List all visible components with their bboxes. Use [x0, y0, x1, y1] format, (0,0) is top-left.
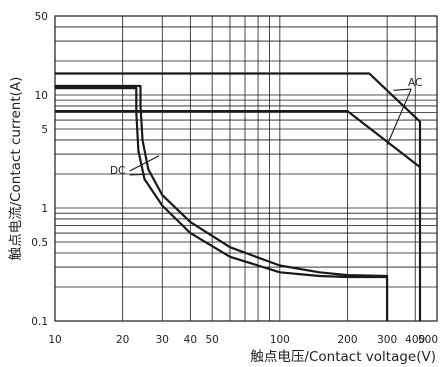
- dc-leader-line: [129, 155, 160, 172]
- x-axis-title: 触点电压/Contact voltage(V): [250, 349, 436, 365]
- curves: [55, 72, 422, 321]
- ac-curve-2: [55, 109, 421, 168]
- ac-label: AC: [408, 77, 422, 89]
- x-tick-label: 200: [338, 334, 358, 346]
- y-axis-title: 触点电流/Contact current(A): [8, 77, 24, 261]
- dc-curve-3: [55, 84, 389, 321]
- x-tick-label: 500: [418, 334, 438, 346]
- y-tick-label: 0.5: [31, 237, 48, 249]
- y-tick-label: 10: [35, 90, 48, 102]
- ac-curve-1: [55, 72, 422, 321]
- dc-leader-line: [129, 173, 153, 176]
- x-tick-label: 50: [205, 334, 218, 346]
- annotations: AC DC: [110, 77, 422, 177]
- y-tick-label: 0.1: [31, 316, 48, 328]
- x-tick-label: 40: [184, 334, 197, 346]
- grid: [55, 16, 437, 321]
- x-tick-label: 30: [156, 334, 169, 346]
- ac-leader-line: [393, 88, 412, 91]
- y-tick-label: 5: [41, 124, 48, 136]
- y-tick-label: 1: [41, 203, 48, 215]
- y-tick-label: 50: [35, 11, 48, 23]
- x-tick-label: 400: [405, 334, 425, 346]
- x-tick-label: 100: [270, 334, 290, 346]
- x-tick-label: 300: [377, 334, 397, 346]
- dc-label: DC: [110, 165, 125, 177]
- plot-frame: [54, 15, 438, 322]
- x-tick-label: 20: [116, 334, 129, 346]
- x-tick-label: 10: [48, 334, 61, 346]
- ac-leader-line: [386, 88, 412, 146]
- dc-curve-4: [55, 86, 388, 279]
